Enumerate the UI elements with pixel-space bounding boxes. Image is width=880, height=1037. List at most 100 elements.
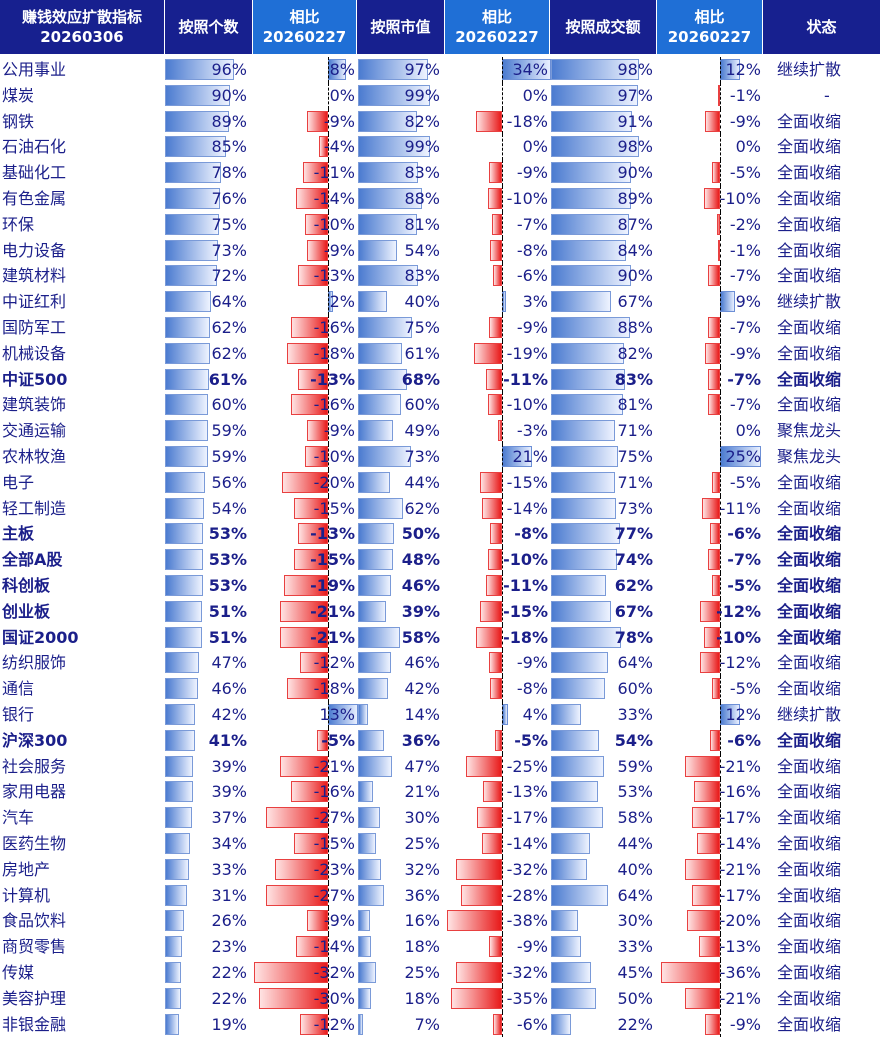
turn_chg-zero-axis: [720, 753, 721, 780]
turn_chg-cell: -6%: [657, 727, 763, 754]
count-bar: [165, 317, 210, 338]
mcap_chg-cell: 21%: [445, 444, 550, 470]
turn_chg-bar: [708, 394, 720, 416]
turn-value: 71%: [617, 421, 653, 441]
turn-bar: [551, 368, 626, 390]
count-cell: 33%: [165, 857, 249, 883]
count-cell: 26%: [165, 908, 249, 934]
turn_chg-cell: -1%: [657, 82, 763, 109]
mcap_chg-value: -10%: [506, 189, 548, 208]
status-text: 全面收缩: [777, 937, 842, 957]
count-cell: 23%: [165, 934, 249, 960]
status-text: 继续扩散: [777, 292, 842, 312]
count_chg-zero-axis: [328, 521, 329, 548]
mcap-bar: [358, 291, 387, 313]
mcap-bar: [358, 910, 370, 932]
status-text: 聚焦龙头: [777, 421, 842, 441]
count_chg-value: -10%: [313, 214, 355, 234]
turn_chg-value: -14%: [719, 834, 761, 853]
count_chg-bar: [307, 239, 328, 261]
turn_chg-cell: -6%: [657, 521, 763, 548]
count_chg-value: 13%: [319, 705, 355, 724]
table-row: 食品饮料 26% 16% 30% -9% -38% -20% 全面收缩: [0, 908, 880, 935]
status-text: -: [824, 85, 830, 105]
turn_chg-cell: -21%: [657, 856, 763, 883]
header-name-line2: 20260306: [40, 28, 124, 46]
count_chg-cell: -18%: [253, 340, 357, 367]
turn-cell: 90%: [551, 160, 655, 186]
turn-cell: 22%: [551, 1012, 655, 1037]
mcap-bar: [358, 420, 394, 442]
count_chg-bar: [295, 936, 328, 958]
count_chg-zero-axis: [328, 211, 329, 238]
count-cell: 41%: [165, 728, 249, 754]
turn_chg-zero-axis: [720, 57, 721, 83]
turn_chg-value: -7%: [727, 550, 761, 570]
mcap-bar: [358, 626, 400, 648]
mcap_chg-zero-axis: [502, 237, 503, 264]
mcap-cell: 61%: [358, 341, 442, 367]
turn-value: 77%: [614, 524, 653, 544]
mcap_chg-value: -32%: [506, 963, 548, 982]
mcap_chg-cell: -10%: [445, 186, 550, 212]
mcap-cell: 14%: [358, 702, 442, 728]
mcap_chg-cell: 0%: [445, 82, 550, 109]
turn-cell: 82%: [551, 341, 655, 367]
turn_chg-bar: [685, 987, 720, 1009]
count_chg-zero-axis: [328, 340, 329, 367]
turn_chg-cell: -20%: [657, 908, 763, 935]
turn_chg-value: -2%: [729, 214, 761, 234]
header-status: 状态: [763, 0, 880, 54]
turn_chg-cell: -12%: [657, 650, 763, 677]
row-name: 中证红利: [2, 292, 67, 312]
turn_chg-bar: [696, 833, 720, 854]
row-name: 中证500: [2, 369, 68, 389]
count_chg-cell: -9%: [253, 237, 357, 264]
header-status-label: 状态: [806, 18, 837, 36]
status-text: 全面收缩: [777, 756, 842, 776]
mcap-bar: [358, 833, 377, 854]
turn_chg-zero-axis: [720, 702, 721, 728]
count_chg-zero-axis: [328, 779, 329, 806]
mcap_chg-cell: -10%: [445, 392, 550, 419]
turn_chg-cell: -36%: [657, 960, 763, 986]
mcap-bar: [358, 1013, 364, 1035]
turn-cell: 40%: [551, 857, 655, 883]
row-name: 建筑装饰: [2, 395, 67, 415]
header-count: 按照个数: [165, 0, 253, 54]
mcap_chg-cell: -8%: [445, 521, 550, 548]
count-value: 53%: [208, 524, 247, 544]
mcap_chg-zero-axis: [502, 753, 503, 780]
turn_chg-zero-axis: [720, 469, 721, 496]
turn-bar: [551, 549, 618, 571]
mcap_chg-bar: [488, 162, 502, 184]
count-cell: 73%: [165, 238, 249, 264]
count_chg-zero-axis: [328, 598, 329, 625]
mcap_chg-zero-axis: [502, 934, 503, 960]
count-bar: [165, 136, 227, 158]
row-name: 创业板: [2, 601, 51, 621]
turn-bar: [551, 858, 587, 880]
count-cell: 62%: [165, 315, 249, 341]
mcap-bar: [358, 239, 397, 261]
turn-value: 67%: [614, 601, 653, 621]
turn_chg-cell: -7%: [657, 547, 763, 573]
count-cell: 96%: [165, 57, 249, 83]
turn_chg-value: -21%: [719, 756, 761, 776]
turn_chg-value: -5%: [729, 472, 761, 492]
count-cell: 76%: [165, 186, 249, 212]
turn_chg-zero-axis: [720, 444, 721, 470]
count-value: 76%: [211, 189, 247, 208]
row-name: 机械设备: [2, 343, 67, 363]
count_chg-value: -4%: [323, 137, 355, 157]
mcap_chg-zero-axis: [502, 392, 503, 419]
count_chg-bar: [275, 858, 328, 880]
turn_chg-value: 0%: [735, 137, 761, 157]
count-bar: [165, 652, 199, 674]
turn-cell: 81%: [551, 392, 655, 418]
table-row: 环保 75% 81% 87% -10% -7% -2% 全面收缩: [0, 211, 880, 238]
count_chg-cell: -10%: [253, 211, 357, 238]
turn-bar: [551, 84, 638, 106]
count_chg-cell: -27%: [253, 882, 357, 909]
mcap_chg-bar: [481, 833, 502, 854]
